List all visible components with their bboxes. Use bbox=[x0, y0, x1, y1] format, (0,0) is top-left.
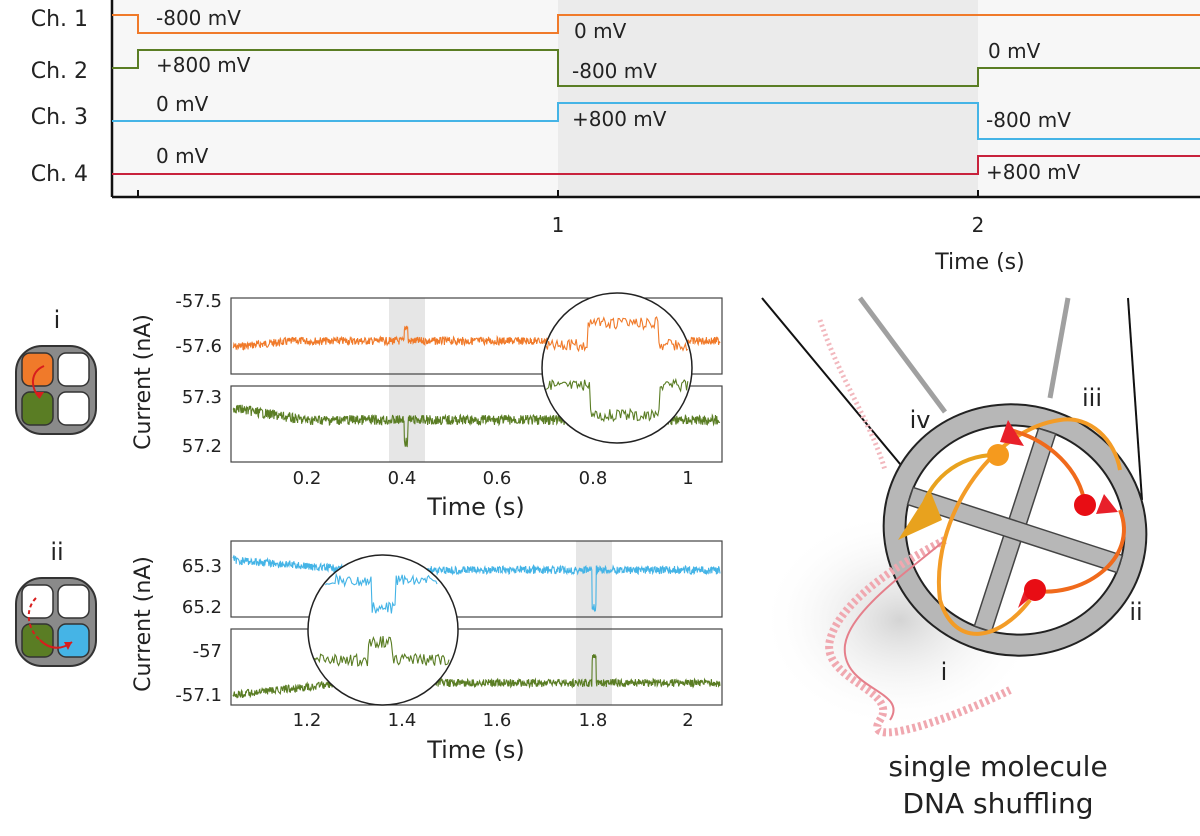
y-tick-label: 57.3 bbox=[182, 387, 222, 408]
ch1-trace bbox=[112, 14, 1200, 34]
transfer-arrow bbox=[1009, 428, 1087, 506]
molecule-dot bbox=[1074, 494, 1096, 516]
y-tick-label: 65.2 bbox=[182, 597, 222, 618]
transfer-arrow bbox=[938, 598, 1032, 636]
pipette-edge bbox=[1127, 297, 1143, 501]
dna-strand bbox=[817, 319, 888, 471]
channel-label-4: Ch. 4 bbox=[31, 162, 88, 187]
inset-trace-ch2 bbox=[545, 377, 689, 423]
zoom-inset bbox=[307, 554, 459, 706]
highlight-band bbox=[389, 298, 425, 462]
voltage-label: 0 mV bbox=[156, 92, 209, 116]
bottom-plot-frame bbox=[230, 385, 723, 463]
position-label-iv: iv bbox=[910, 406, 931, 434]
y-tick-label: -57.1 bbox=[175, 685, 222, 706]
x-tick-label: 1.6 bbox=[483, 710, 512, 731]
x-tick-label: 0.6 bbox=[483, 468, 512, 489]
top-plot-frame bbox=[230, 540, 723, 618]
arrow-head bbox=[1000, 420, 1024, 446]
x-tick-label: 0.2 bbox=[293, 468, 322, 489]
voltage-label: -800 mV bbox=[986, 108, 1071, 132]
arrow-head bbox=[898, 490, 942, 540]
panel-i: i Current (nA) -57.5 -57.6 57.3 57.2 0.2… bbox=[15, 291, 723, 521]
ch2-trace bbox=[112, 49, 1200, 87]
inset-trace-ch2 bbox=[314, 635, 450, 667]
caption-line-2: DNA shuffling bbox=[902, 787, 1093, 820]
x-axis-title: Time (s) bbox=[426, 493, 525, 521]
y-tick-label: -57 bbox=[193, 641, 222, 662]
chip-icon bbox=[15, 345, 97, 435]
molecule-dot bbox=[1024, 579, 1046, 601]
x-tick-label: 1.8 bbox=[579, 710, 608, 731]
voltage-label: 0 mV bbox=[156, 144, 209, 168]
position-label-i: i bbox=[941, 658, 948, 686]
x-tick-label: 2 bbox=[972, 213, 985, 237]
voltage-label: +800 mV bbox=[156, 53, 251, 77]
dna-strand bbox=[843, 539, 946, 721]
y-tick-label: -57.5 bbox=[175, 291, 222, 312]
position-label-iii: iii bbox=[1082, 384, 1102, 412]
voltage-label: 0 mV bbox=[574, 19, 627, 43]
pipette-tip bbox=[882, 403, 1148, 657]
pipette-edge bbox=[761, 297, 916, 483]
caption-line-1: single molecule bbox=[888, 750, 1107, 783]
bottom-plot-frame bbox=[230, 628, 723, 706]
x-tick-label: 0.4 bbox=[388, 468, 417, 489]
y-tick-label: 65.3 bbox=[182, 556, 222, 577]
panel-ii: ii Current (nA) 65.3 65.2 -57 -57.1 1.2 … bbox=[15, 538, 723, 764]
transfer-arrow bbox=[936, 417, 1122, 601]
inset-trace-ch3 bbox=[324, 572, 438, 614]
trace-ch2 bbox=[232, 654, 721, 699]
position-label-ii: ii bbox=[1129, 598, 1142, 626]
ch3-trace bbox=[112, 102, 1200, 140]
panel-label: i bbox=[54, 306, 61, 334]
dna-strand bbox=[825, 536, 1012, 737]
x-tick-label: 1 bbox=[552, 213, 565, 237]
channel-label-1: Ch. 1 bbox=[31, 7, 88, 32]
pipette-wall bbox=[1047, 297, 1071, 399]
x-tick-label: 1.2 bbox=[293, 710, 322, 731]
shade-region-right bbox=[978, 0, 1200, 196]
trace-ch3 bbox=[232, 554, 721, 613]
channel-label-3: Ch. 3 bbox=[31, 105, 88, 130]
voltage-protocol-chart: Ch. 1 Ch. 2 Ch. 3 Ch. 4 -800 mV 0 mV +80… bbox=[31, 0, 1200, 275]
y-axis-title: Current (nA) bbox=[131, 556, 156, 692]
voltage-label: +800 mV bbox=[572, 107, 667, 131]
voltage-label: +800 mV bbox=[986, 160, 1081, 184]
y-axis-title: Current (nA) bbox=[131, 314, 156, 450]
y-tick-label: 57.2 bbox=[182, 436, 222, 457]
panel-label: ii bbox=[50, 538, 63, 566]
zoom-inset bbox=[541, 292, 693, 444]
top-plot-frame bbox=[230, 297, 723, 375]
molecule-dot bbox=[987, 444, 1009, 466]
channel-label-2: Ch. 2 bbox=[31, 59, 88, 84]
voltage-label: -800 mV bbox=[572, 59, 657, 83]
shuffling-diagram: iv iii ii i single molecule DNA shufflin… bbox=[760, 296, 1148, 820]
x-tick-label: 2 bbox=[682, 710, 693, 731]
y-tick-label: -57.6 bbox=[175, 336, 222, 357]
x-axis-title: Time (s) bbox=[426, 736, 525, 764]
pipette-wall bbox=[857, 296, 948, 414]
x-tick-label: 1.4 bbox=[388, 710, 417, 731]
ch4-trace bbox=[112, 155, 1200, 175]
transfer-arrow bbox=[1029, 509, 1126, 594]
voltage-label: 0 mV bbox=[988, 39, 1041, 63]
shade-region bbox=[558, 0, 978, 196]
x-tick-label: 0.8 bbox=[579, 468, 608, 489]
voltage-label: -800 mV bbox=[156, 6, 241, 30]
inset-trace-ch1 bbox=[545, 316, 689, 353]
x-axis-title: Time (s) bbox=[934, 250, 1024, 275]
arrow-head bbox=[1096, 494, 1118, 514]
x-tick-label: 1 bbox=[682, 468, 693, 489]
chip-icon bbox=[15, 577, 97, 667]
